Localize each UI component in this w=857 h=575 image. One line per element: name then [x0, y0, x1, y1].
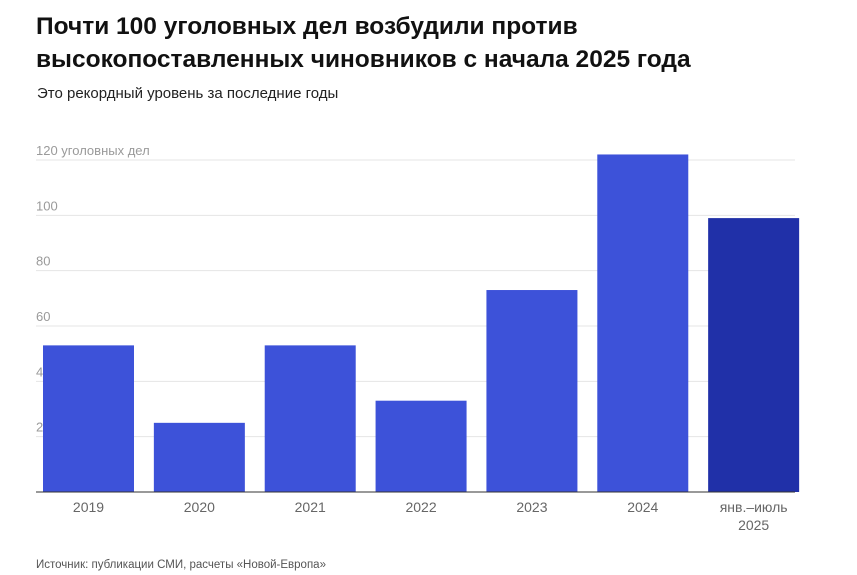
x-tick-label: 2022 [405, 499, 436, 515]
y-tick-label: 100 [36, 198, 58, 213]
x-tick-label: 2023 [516, 499, 547, 515]
chart-title: Почти 100 уголовных дел возбудили против… [36, 13, 691, 73]
bar [375, 400, 467, 492]
x-tick-label: 2024 [627, 499, 658, 515]
bar [153, 422, 245, 492]
bar [43, 345, 134, 492]
x-tick-label: 2025 [738, 517, 769, 533]
bar [486, 290, 578, 492]
y-tick-label: 60 [36, 309, 50, 324]
bar [597, 154, 689, 492]
x-tick-label: 2020 [184, 499, 215, 515]
bar [264, 345, 356, 492]
y-tick-label: 80 [36, 254, 50, 269]
y-tick-label: 120 уголовных дел [36, 143, 150, 158]
source-note: Источник: публикации СМИ, расчеты «Новой… [36, 559, 326, 571]
bar [708, 218, 800, 492]
chart-subtitle: Это рекордный уровень за последние годы [37, 85, 339, 102]
x-tick-label: янв.–июль [720, 499, 788, 515]
x-tick-label: 2021 [295, 499, 326, 515]
x-tick-label: 2019 [73, 499, 104, 515]
